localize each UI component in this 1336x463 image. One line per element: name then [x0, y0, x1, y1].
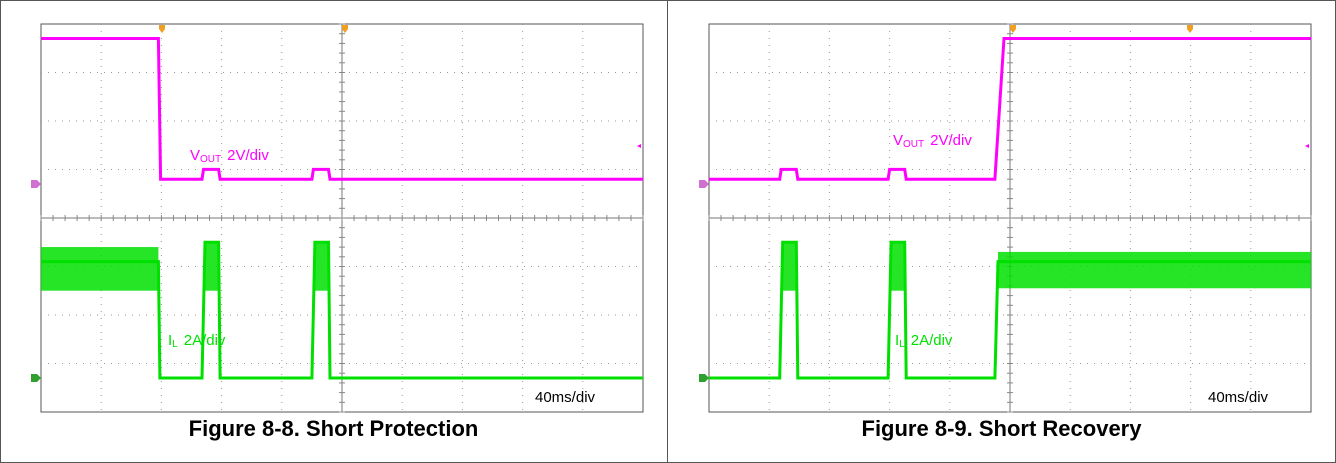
panel-short-protection: VOUT 2V/div IL 2A/div 40ms/div Figure 8-8. S…: [0, 0, 667, 463]
channel-label-subscript: L: [899, 339, 905, 350]
channel-label-subscript: OUT: [200, 154, 221, 165]
channel-label-main: V: [190, 147, 200, 164]
channel-label-scale: 2V/div: [227, 147, 269, 164]
il-ripple-band: [998, 252, 1311, 288]
time-scale-label: 40ms/div: [1208, 389, 1269, 406]
channel-label-scale: 2V/div: [930, 132, 972, 149]
il-ripple-band: [891, 242, 905, 291]
channel-label-subscript: OUT: [903, 139, 924, 150]
time-scale-label: 40ms/div: [535, 389, 596, 406]
il-ripple-band: [783, 242, 797, 291]
figure-caption: Figure 8-8. Short Protection: [0, 416, 667, 442]
il-ripple-band: [315, 242, 329, 291]
il-ripple-band: [41, 247, 158, 291]
channel-label-scale: 2A/div: [184, 332, 226, 349]
channel-label-scale: 2A/div: [911, 332, 953, 349]
panel-short-recovery: VOUT 2V/div IL 2A/div 40ms/div Figure 8-9. S…: [668, 0, 1335, 463]
figure-caption: Figure 8-9. Short Recovery: [668, 416, 1335, 442]
channel-label-subscript: L: [172, 339, 178, 350]
vout-ground-marker: [31, 180, 41, 188]
il-ground-marker: [699, 374, 709, 382]
il-ground-marker: [31, 374, 41, 382]
vout-ground-marker: [699, 180, 709, 188]
il-ripple-band: [205, 242, 219, 291]
channel-label-main: V: [893, 132, 903, 149]
